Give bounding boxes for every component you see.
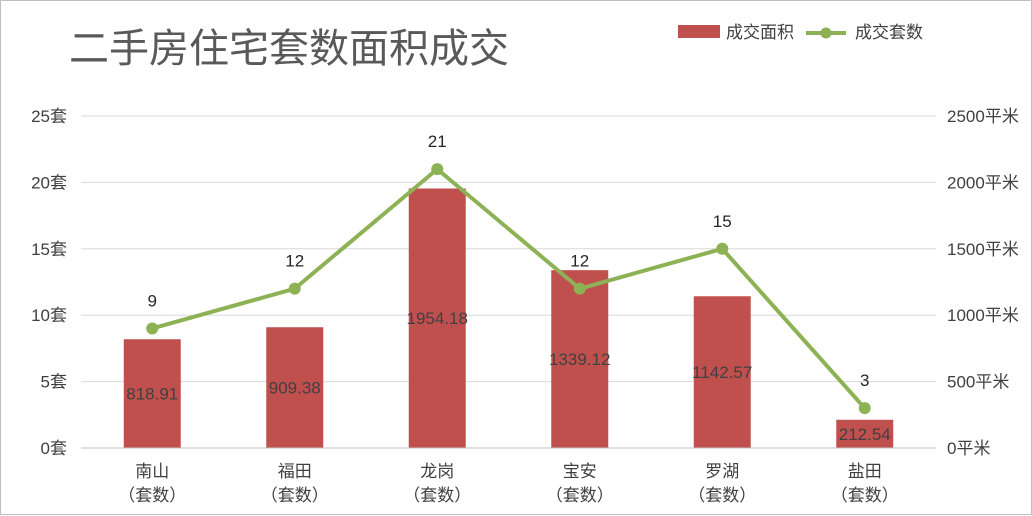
right-tick-label: 500平米 [947,373,1009,392]
category-label: 龙岗 [420,462,454,481]
chart-title: 二手房住宅套数面积成交 [69,26,509,72]
point-value-label: 21 [428,132,447,151]
bar [693,296,751,448]
point-value-label: 3 [860,371,869,390]
category-sublabel: （套数） [118,486,186,505]
bar-series: 818.91 909.38 1954.18 1339.12 1142.57 212.54 [123,188,894,448]
bar [123,339,181,448]
legend-label-count: 成交套数 [855,23,923,42]
left-tick-label: 10套 [31,306,67,325]
line-point [716,242,729,255]
category-label: 福田 [278,462,312,481]
category-label: 罗湖 [705,462,739,481]
left-axis: 0套 5套 10套 15套 20套 25套 [31,107,67,458]
legend-label-area: 成交面积 [726,23,794,42]
category-sublabel: （套数） [261,486,329,505]
left-tick-label: 20套 [31,173,67,192]
left-tick-label: 0套 [41,439,67,458]
right-tick-label: 0平米 [947,439,990,458]
line-series: 9 12 21 12 15 3 [146,132,871,415]
category-sublabel: （套数） [403,486,471,505]
bar-value-label: 1142.57 [692,363,752,382]
category-sublabel: （套数） [688,486,756,505]
bar-value-label: 818.91 [126,385,178,404]
point-value-label: 9 [148,291,157,310]
line-point [573,282,586,295]
category-label: 南山 [135,462,169,481]
legend: 成交面积 成交套数 [678,23,923,42]
category-sublabel: （套数） [831,486,899,505]
bar [266,327,324,448]
bar [551,270,609,448]
point-value-label: 12 [570,252,589,271]
bar [836,419,894,448]
gridlines [81,115,936,449]
category-label: 盐田 [848,462,882,481]
category-axis: 南山 （套数） 福田 （套数） 龙岗 （套数） 宝安 （套数） 罗湖 （套数） 盐田 （套数） [81,447,936,505]
right-tick-label: 2500平米 [947,107,1019,126]
left-tick-label: 25套 [31,107,67,126]
line-point [858,402,871,415]
count-line [151,167,867,410]
bar-value-label: 1339.12 [549,350,610,369]
category-label: 宝安 [563,462,597,481]
line-point [288,282,301,295]
right-tick-label: 1000平米 [947,306,1019,325]
left-tick-label: 5套 [41,373,67,392]
legend-swatch-area [678,25,720,38]
bar-value-label: 1954.18 [407,309,468,328]
right-tick-label: 1500平米 [947,240,1019,259]
bar [408,188,466,448]
point-value-label: 15 [713,212,732,231]
category-sublabel: （套数） [546,486,614,505]
right-tick-label: 2000平米 [947,173,1019,192]
line-point [146,322,159,335]
left-tick-label: 15套 [31,240,67,259]
line-point [431,163,444,176]
bar-value-label: 212.54 [839,425,891,444]
legend-swatch-count-marker [820,27,832,39]
point-value-label: 12 [285,252,304,271]
right-axis: 0平米 500平米 1000平米 1500平米 2000平米 2500平米 [947,107,1019,458]
bar-value-label: 909.38 [269,379,321,398]
